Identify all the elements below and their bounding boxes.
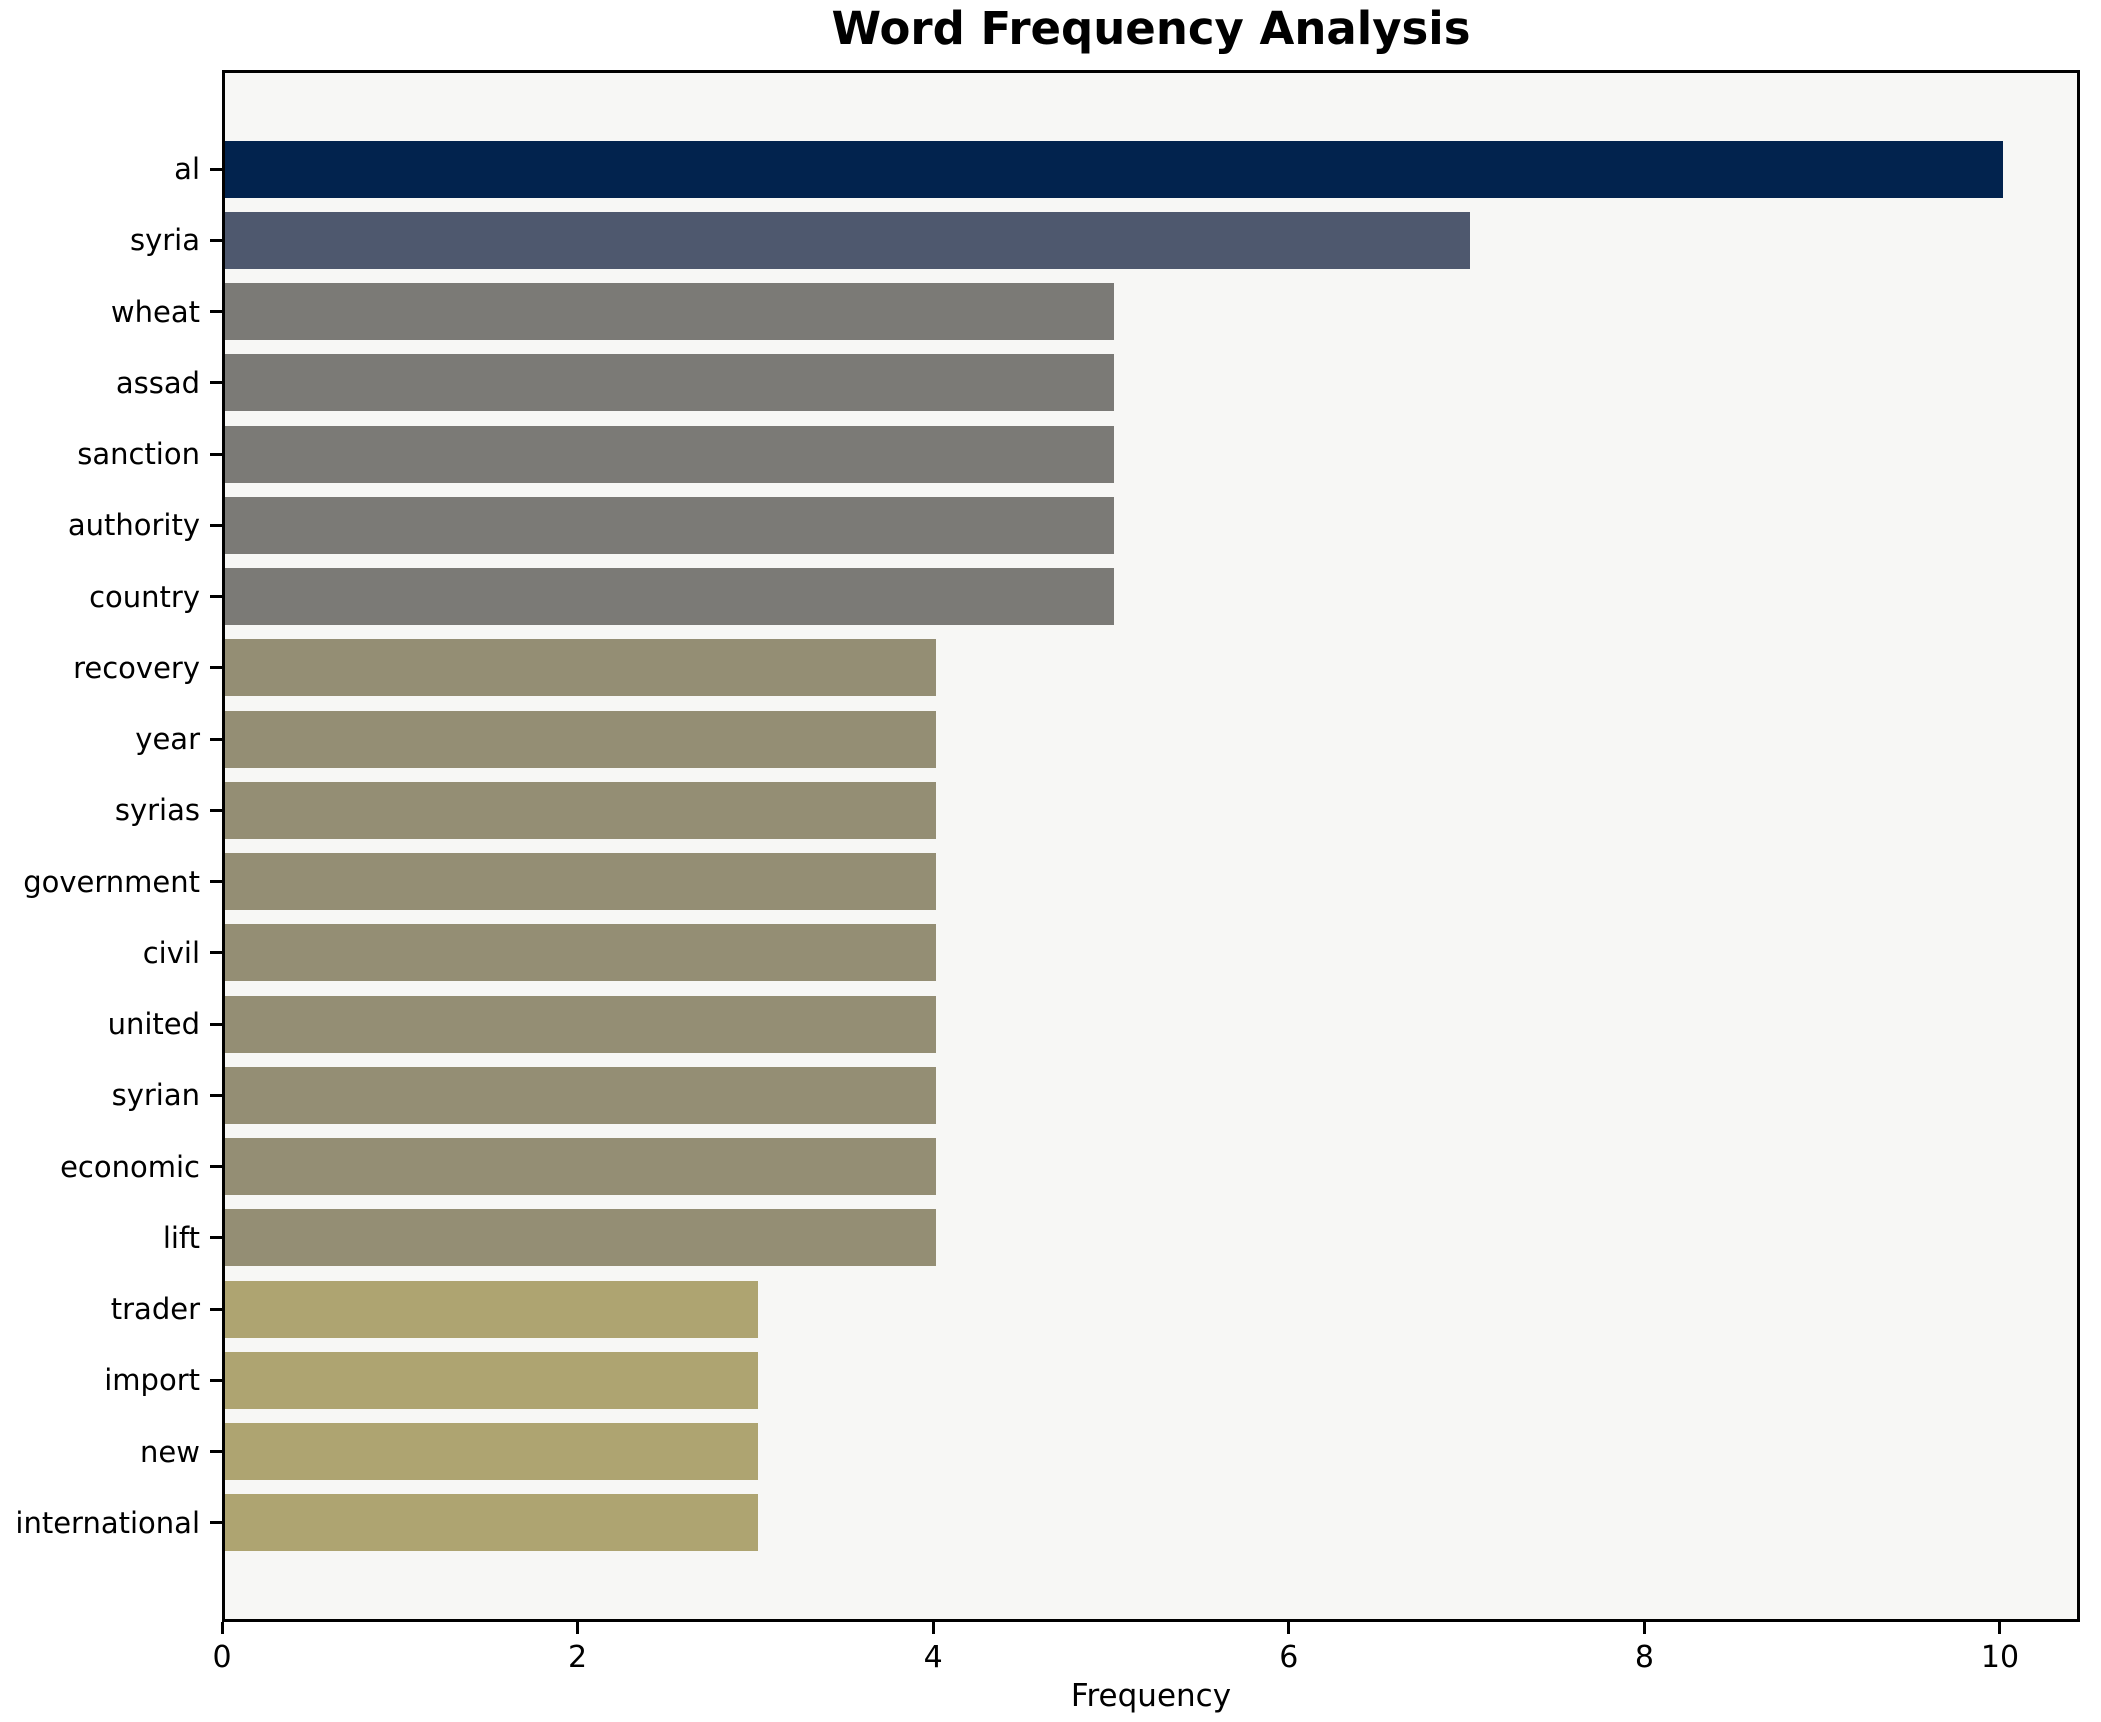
bar-economic (225, 1138, 937, 1196)
bar-civil (225, 924, 937, 982)
y-tick-label-syrian: syrian (111, 1078, 200, 1113)
y-tick-label-country: country (89, 579, 200, 614)
bar-import (225, 1351, 759, 1409)
y-tick-label-government: government (23, 864, 200, 899)
plot-area (222, 70, 2080, 1622)
y-tick-mark (210, 1307, 222, 1311)
y-tick-mark (210, 1450, 222, 1454)
bar-al (225, 140, 2003, 198)
y-tick-mark (210, 737, 222, 741)
y-tick-label-al: al (174, 152, 200, 186)
y-tick-mark (210, 1093, 222, 1097)
y-tick-mark (210, 452, 222, 456)
y-tick-label-lift: lift (162, 1220, 200, 1255)
bar-authority (225, 496, 1114, 554)
y-tick-mark (210, 808, 222, 812)
bar-government (225, 853, 937, 911)
bar-syrian (225, 1066, 937, 1124)
y-tick-label-syria: syria (129, 223, 200, 258)
bar-united (225, 995, 937, 1053)
y-tick-mark (210, 1236, 222, 1240)
y-tick-label-wheat: wheat (110, 294, 200, 329)
y-tick-mark (210, 167, 222, 171)
bar-international (225, 1494, 759, 1552)
bar-lift (225, 1209, 937, 1267)
y-tick-label-import: import (104, 1363, 200, 1398)
y-tick-mark (210, 238, 222, 242)
x-tick-mark (1642, 1622, 1646, 1634)
y-tick-mark (210, 381, 222, 385)
y-tick-label-new: new (140, 1434, 200, 1469)
bar-new (225, 1423, 759, 1481)
y-tick-label-sanction: sanction (77, 437, 200, 472)
x-tick-label-2: 2 (568, 1640, 588, 1675)
chart-title: Word Frequency Analysis (831, 2, 1471, 55)
x-axis-label: Frequency (1070, 1678, 1232, 1714)
y-tick-label-economic: economic (60, 1149, 200, 1184)
y-tick-mark (210, 1165, 222, 1169)
y-tick-label-united: united (107, 1007, 200, 1042)
y-tick-mark (210, 1521, 222, 1525)
y-tick-mark (210, 1378, 222, 1382)
x-tick-mark (1287, 1622, 1291, 1634)
bar-assad (225, 354, 1114, 412)
y-tick-label-civil: civil (142, 935, 200, 970)
x-tick-mark (1998, 1622, 2002, 1634)
y-tick-label-international: international (15, 1505, 200, 1540)
bar-wheat (225, 283, 1114, 341)
x-tick-mark (931, 1622, 935, 1634)
y-tick-mark (210, 880, 222, 884)
y-tick-label-syrias: syrias (114, 793, 200, 828)
y-tick-label-authority: authority (67, 508, 200, 543)
x-tick-label-6: 6 (1279, 1640, 1299, 1675)
bar-country (225, 568, 1114, 626)
bar-sanction (225, 425, 1114, 483)
x-tick-label-4: 4 (923, 1640, 943, 1675)
y-tick-mark (210, 595, 222, 599)
y-tick-mark (210, 666, 222, 670)
y-tick-label-year: year (135, 722, 200, 757)
x-tick-mark (576, 1622, 580, 1634)
y-tick-mark (210, 1022, 222, 1026)
x-tick-label-0: 0 (212, 1640, 232, 1675)
bar-recovery (225, 639, 937, 697)
y-tick-label-recovery: recovery (73, 650, 200, 685)
bar-year (225, 710, 937, 768)
x-tick-label-8: 8 (1634, 1640, 1654, 1675)
y-tick-mark (210, 951, 222, 955)
y-tick-mark (210, 523, 222, 527)
x-tick-label-10: 10 (1980, 1640, 2020, 1675)
x-tick-mark (220, 1622, 224, 1634)
y-tick-mark (210, 310, 222, 314)
bar-syria (225, 211, 1470, 269)
bar-syrias (225, 781, 937, 839)
y-tick-label-trader: trader (110, 1292, 200, 1327)
y-tick-label-assad: assad (115, 365, 200, 400)
bar-trader (225, 1280, 759, 1338)
